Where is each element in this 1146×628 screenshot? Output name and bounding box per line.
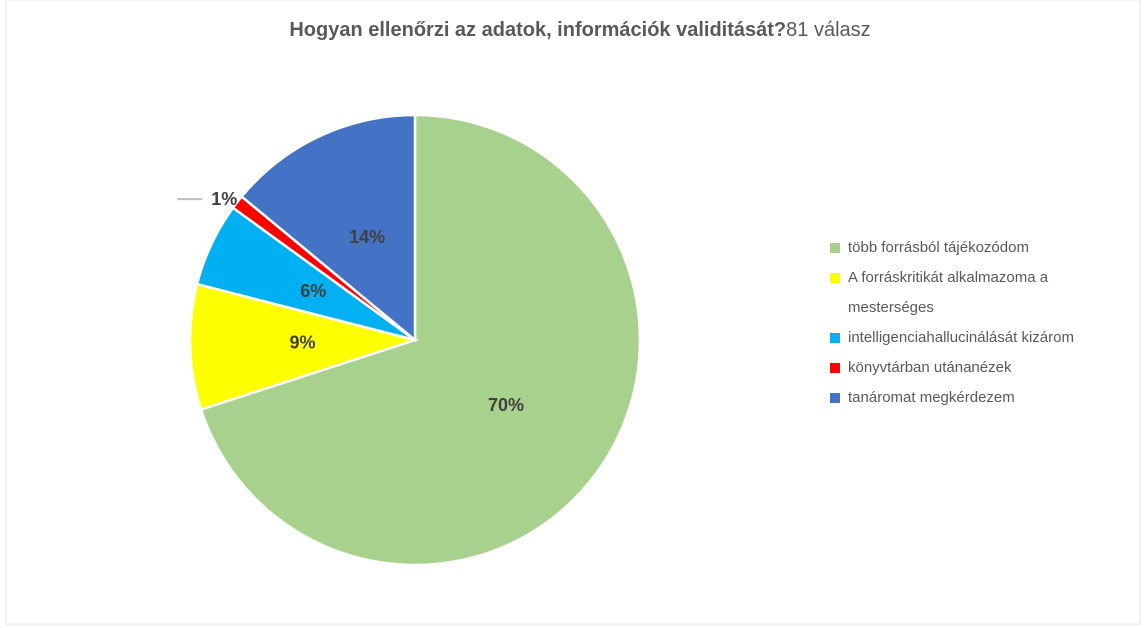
chart-subtitle: 81 válasz [786,19,871,41]
data-label: 6% [300,281,326,301]
data-label: 1% [211,189,237,209]
legend-label: intelligenciahallucinálását kizárom [848,329,1074,346]
data-label: 70% [488,395,524,415]
legend-swatch [830,243,840,253]
legend-line: A forráskritikát alkalmazoma a [848,269,1049,286]
data-label: 14% [349,227,385,247]
legend-swatch [830,393,840,403]
legend-label: A forráskritikát alkalmazoma a mestersége… [848,269,1049,316]
legend-label: több forrásból tájékozódom [848,239,1029,256]
legend-label: könyvtárban utánanézek [848,359,1012,376]
data-label: 9% [290,332,316,352]
legend-swatch [830,273,840,283]
chart-title-line: Hogyan ellenőrzi az adatok, információk … [289,19,870,41]
legend-swatch [830,363,840,373]
legend-line: mesterséges [848,299,934,316]
legend-swatch [830,333,840,343]
pie-slice [239,113,417,343]
legend-label: tanáromat megkérdezem [848,389,1015,406]
chart-title: Hogyan ellenőrzi az adatok, információk … [289,19,786,41]
pie-slice [188,282,420,412]
pie-slice [199,113,642,567]
